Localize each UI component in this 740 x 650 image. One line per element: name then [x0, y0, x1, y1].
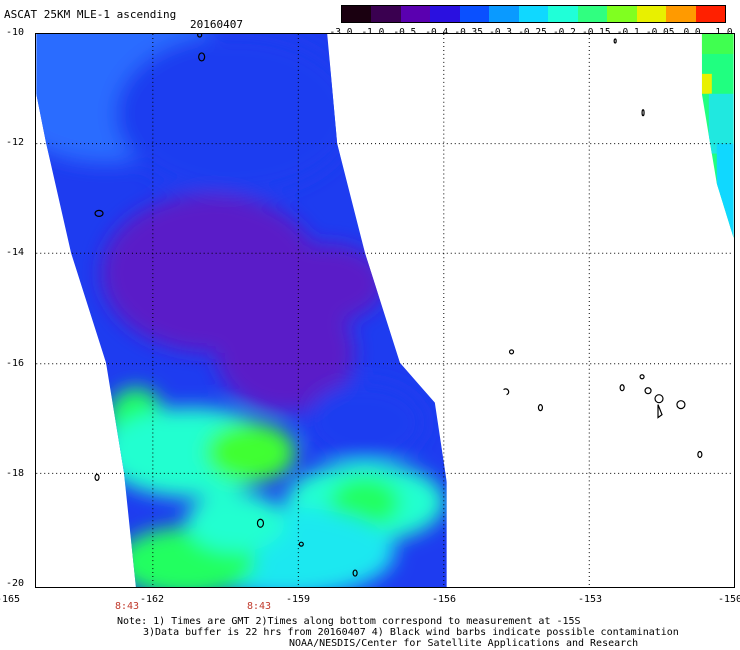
colorbar-swatch	[459, 6, 490, 22]
colorbar-tick-label: -0.35	[454, 27, 483, 38]
lat-label-12: -12	[6, 137, 25, 148]
time-label-2: 8:43	[246, 601, 272, 612]
colorbar-swatch	[371, 6, 401, 22]
colorbar-tick-label: -0.3	[489, 27, 513, 38]
colorbar-swatch	[342, 6, 372, 22]
colorbar-swatch	[695, 6, 726, 22]
lat-label-10: -10	[6, 27, 25, 38]
colorbar	[341, 5, 726, 23]
colorbar-swatch	[400, 6, 431, 22]
ascat-swath	[36, 34, 447, 587]
colorbar-swatch	[577, 6, 608, 22]
colorbar-swatch	[489, 6, 519, 22]
colorbar-swatch	[666, 6, 696, 22]
island-outlines	[94, 34, 703, 577]
colorbar-swatch	[636, 6, 667, 22]
colorbar-tick-label: -0.1	[616, 27, 640, 38]
note-line-2: 3)Data buffer is 22 hrs from 20160407 4)…	[143, 627, 679, 638]
colorbar-tick-label: -0.5	[393, 27, 417, 38]
colorbar-tick-label: -3.0	[329, 27, 353, 38]
colorbar-tick-label: -0.05	[645, 27, 675, 38]
wind-speed-region	[205, 422, 296, 483]
ascat-swath-east	[701, 34, 734, 239]
lat-label-20: -20	[6, 578, 25, 589]
wind-speed-region	[215, 293, 356, 413]
wind-speed-region	[330, 477, 400, 528]
colorbar-swatch	[430, 6, 460, 22]
wind-speed-region	[185, 492, 286, 553]
wind-speed-region	[265, 243, 385, 323]
colorbar-swatch	[518, 6, 549, 22]
colorbar-swatch	[548, 6, 578, 22]
colorbar-tick-label: -0.25	[518, 27, 547, 38]
colorbar-tick-label: -0.2	[552, 27, 576, 38]
lon-label-156: -156	[431, 594, 457, 605]
lat-lon-grid	[36, 34, 734, 587]
colorbar-tick-label: -0.15	[582, 27, 611, 38]
note-line-1: Note: 1) Times are GMT 2)Times along bot…	[117, 616, 581, 627]
product-title: ASCAT 25KM MLE-1 ascending	[4, 8, 177, 21]
colorbar-swatch	[607, 6, 637, 22]
lon-label-165: -165	[0, 594, 21, 605]
lon-label-162: -162	[139, 594, 165, 605]
product-date: 20160407	[190, 18, 243, 31]
lat-label-14: -14	[6, 247, 25, 258]
colorbar-tick-label: 0.0	[683, 27, 701, 38]
time-label-1: 8:43	[114, 601, 140, 612]
colorbar-tick-label: -0.4	[425, 27, 449, 38]
colorbar-tick-label: 1.0	[715, 27, 733, 38]
lat-label-16: -16	[6, 358, 25, 369]
note-line-3: NOAA/NESDIS/Center for Satellite Applica…	[289, 638, 639, 649]
lon-label-150: -150	[717, 594, 740, 605]
wind-speed-region	[115, 34, 356, 194]
wind-speed-region	[305, 382, 425, 463]
lat-label-18: -18	[6, 468, 25, 479]
wind-map	[35, 33, 735, 588]
colorbar-tick-label: -1.0	[361, 27, 385, 38]
lon-label-153: -153	[577, 594, 603, 605]
lon-label-159: -159	[285, 594, 311, 605]
